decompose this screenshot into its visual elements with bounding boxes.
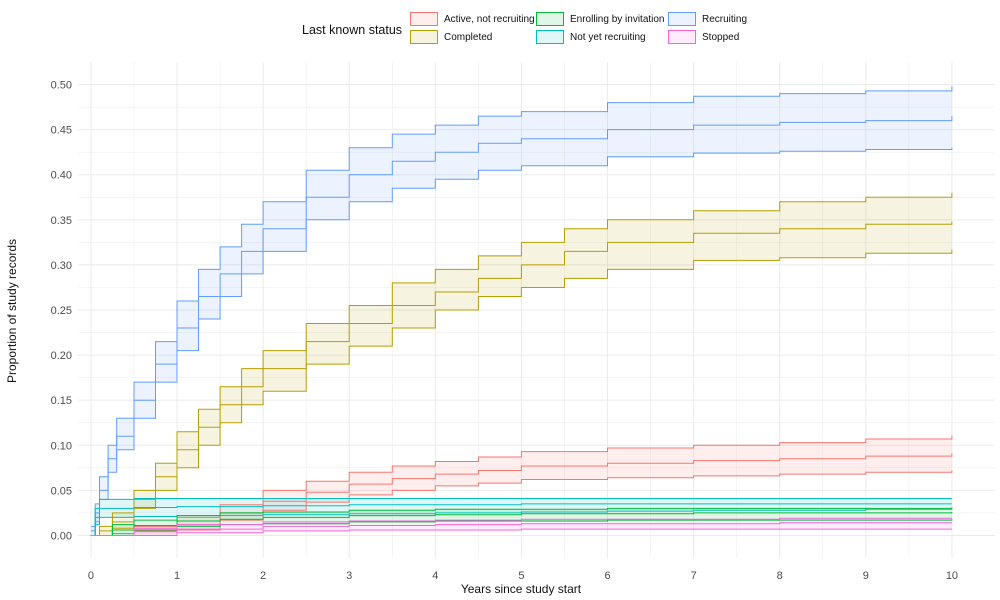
y-axis-title: Proportion of study records <box>5 239 19 383</box>
y-tick-label: 0.10 <box>51 440 72 452</box>
y-tick-label: 0.35 <box>51 215 72 227</box>
x-tick-label: 8 <box>777 570 783 582</box>
y-tick-label: 0.40 <box>51 170 72 182</box>
x-tick-label: 10 <box>946 570 958 582</box>
line-enrolling-by-invitation <box>90 512 953 536</box>
y-tick-label: 0.05 <box>51 485 72 497</box>
legend-item-active-not-recruiting: Active, not recruiting <box>410 10 535 28</box>
series-lines <box>90 86 953 536</box>
legend-key <box>536 12 564 26</box>
y-tick-label: 0.45 <box>51 125 72 137</box>
line-not-yet-recruiting <box>90 503 952 536</box>
band-recruiting <box>90 86 952 536</box>
legend-key <box>668 30 696 44</box>
upper-not-yet-recruiting <box>90 498 952 536</box>
x-tick-label: 2 <box>260 570 266 582</box>
y-tick-label: 0.30 <box>51 260 72 272</box>
x-axis-ticks: 0 1 2 3 4 5 6 7 8 9 10 <box>88 570 958 582</box>
legend-label: Active, not recruiting <box>444 13 535 25</box>
y-tick-label: 0.15 <box>51 395 72 407</box>
x-tick-label: 9 <box>863 570 869 582</box>
legend-item-enrolling-by-invitation: Enrolling by invitation <box>536 10 665 28</box>
x-axis-title: Years since study start <box>461 582 582 596</box>
legend-item-recruiting: Recruiting <box>668 10 747 28</box>
legend-label: Not yet recruiting <box>570 31 646 43</box>
grid <box>78 62 995 558</box>
x-tick-label: 3 <box>346 570 352 582</box>
legend-item-not-yet-recruiting: Not yet recruiting <box>536 28 646 46</box>
legend-title: Last known status <box>302 23 403 37</box>
y-tick-label: 0.50 <box>51 80 72 92</box>
upper-enrolling-by-invitation <box>90 507 953 536</box>
line-stopped <box>90 522 952 536</box>
x-tick-label: 0 <box>88 570 94 582</box>
lower-stopped <box>90 528 952 536</box>
y-tick-label: 0.00 <box>51 530 72 542</box>
legend-key <box>668 12 696 26</box>
x-tick-label: 5 <box>518 570 524 582</box>
legend-label: Stopped <box>702 31 740 43</box>
band-stopped <box>90 518 952 536</box>
x-tick-label: 4 <box>432 570 438 582</box>
lower-recruiting <box>90 147 953 536</box>
legend-label: Enrolling by invitation <box>570 13 665 25</box>
y-axis-ticks: 0.00 0.05 0.10 0.15 0.20 0.25 0.30 0.35 0.40 0.45… <box>51 80 72 543</box>
y-tick-label: 0.25 <box>51 305 72 317</box>
lower-active-not-recruiting <box>90 470 953 536</box>
legend-item-stopped: Stopped <box>668 28 739 46</box>
x-tick-label: 7 <box>691 570 697 582</box>
legend-item-completed: Completed <box>410 28 492 46</box>
legend-label: Recruiting <box>702 13 748 25</box>
y-tick-label: 0.20 <box>51 350 72 362</box>
x-tick-label: 1 <box>174 570 180 582</box>
legend-key <box>410 30 438 44</box>
legend-key <box>410 12 438 26</box>
lower-completed <box>90 249 953 536</box>
legend-key <box>536 30 564 44</box>
upper-stopped <box>90 517 952 536</box>
x-tick-label: 6 <box>604 570 610 582</box>
legend-label: Completed <box>444 31 493 43</box>
lower-not-yet-recruiting <box>90 508 953 536</box>
